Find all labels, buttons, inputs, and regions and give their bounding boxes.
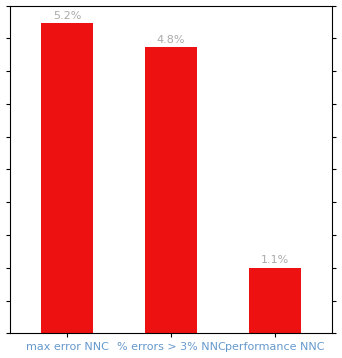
- Text: 1.1%: 1.1%: [261, 256, 289, 266]
- Text: 5.2%: 5.2%: [53, 11, 81, 21]
- Bar: [249, 268, 301, 333]
- Bar: [145, 47, 197, 333]
- Text: 4.8%: 4.8%: [157, 35, 185, 45]
- Bar: [41, 23, 93, 333]
